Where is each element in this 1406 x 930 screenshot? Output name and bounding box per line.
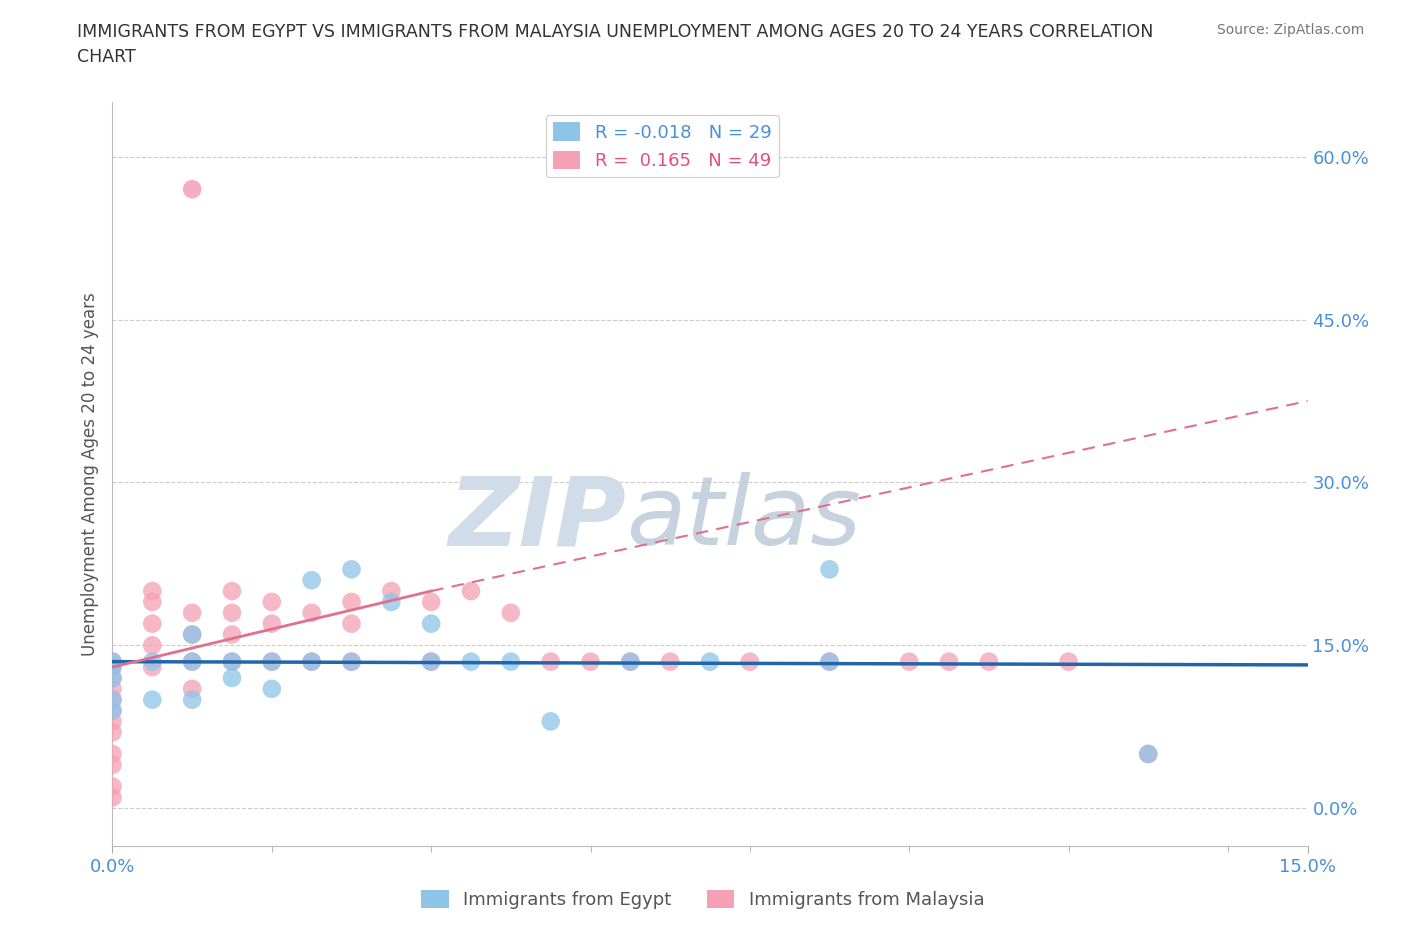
Point — [340, 654, 363, 669]
Point — [181, 654, 204, 669]
Point — [301, 654, 323, 669]
Point — [221, 584, 243, 599]
Point — [738, 654, 761, 669]
Point — [301, 573, 323, 588]
Point — [141, 692, 163, 707]
Point — [101, 654, 124, 669]
Point — [221, 605, 243, 620]
Point — [181, 627, 204, 642]
Point — [420, 617, 443, 631]
Point — [101, 790, 124, 804]
Point — [101, 671, 124, 685]
Point — [101, 724, 124, 739]
Point — [1137, 747, 1160, 762]
Point — [221, 671, 243, 685]
Point — [101, 671, 124, 685]
Text: atlas: atlas — [627, 472, 862, 565]
Point — [619, 654, 641, 669]
Point — [221, 654, 243, 669]
Point — [1137, 747, 1160, 762]
Point — [460, 584, 482, 599]
Point — [101, 692, 124, 707]
Point — [141, 654, 163, 669]
Point — [579, 654, 602, 669]
Point — [977, 654, 1000, 669]
Text: Source: ZipAtlas.com: Source: ZipAtlas.com — [1216, 23, 1364, 37]
Point — [181, 627, 204, 642]
Point — [141, 594, 163, 609]
Point — [301, 654, 323, 669]
Text: ZIP: ZIP — [449, 472, 627, 565]
Point — [141, 617, 163, 631]
Point — [141, 659, 163, 674]
Point — [101, 703, 124, 718]
Point — [420, 594, 443, 609]
Point — [101, 659, 124, 674]
Point — [101, 682, 124, 697]
Point — [181, 692, 204, 707]
Point — [499, 654, 522, 669]
Point — [619, 654, 641, 669]
Point — [818, 654, 841, 669]
Point — [420, 654, 443, 669]
Legend: R = -0.018   N = 29, R =  0.165   N = 49: R = -0.018 N = 29, R = 0.165 N = 49 — [546, 115, 779, 178]
Point — [340, 617, 363, 631]
Point — [898, 654, 921, 669]
Point — [181, 682, 204, 697]
Point — [260, 617, 283, 631]
Point — [101, 779, 124, 794]
Point — [260, 682, 283, 697]
Point — [181, 181, 204, 196]
Legend: Immigrants from Egypt, Immigrants from Malaysia: Immigrants from Egypt, Immigrants from M… — [415, 883, 991, 916]
Point — [260, 654, 283, 669]
Point — [460, 654, 482, 669]
Point — [101, 757, 124, 772]
Point — [340, 562, 363, 577]
Point — [301, 605, 323, 620]
Point — [101, 747, 124, 762]
Point — [101, 654, 124, 669]
Point — [659, 654, 682, 669]
Point — [540, 714, 562, 729]
Point — [221, 654, 243, 669]
Point — [101, 703, 124, 718]
Point — [141, 638, 163, 653]
Point — [420, 654, 443, 669]
Point — [101, 692, 124, 707]
Point — [499, 605, 522, 620]
Point — [181, 654, 204, 669]
Point — [938, 654, 960, 669]
Point — [141, 584, 163, 599]
Point — [818, 562, 841, 577]
Point — [181, 605, 204, 620]
Point — [1057, 654, 1080, 669]
Point — [818, 654, 841, 669]
Point — [221, 627, 243, 642]
Point — [260, 654, 283, 669]
Point — [380, 584, 402, 599]
Point — [101, 659, 124, 674]
Y-axis label: Unemployment Among Ages 20 to 24 years: Unemployment Among Ages 20 to 24 years — [80, 292, 98, 657]
Point — [101, 714, 124, 729]
Text: IMMIGRANTS FROM EGYPT VS IMMIGRANTS FROM MALAYSIA UNEMPLOYMENT AMONG AGES 20 TO : IMMIGRANTS FROM EGYPT VS IMMIGRANTS FROM… — [77, 23, 1154, 41]
Text: CHART: CHART — [77, 48, 136, 66]
Point — [540, 654, 562, 669]
Point — [699, 654, 721, 669]
Point — [380, 594, 402, 609]
Point — [260, 594, 283, 609]
Point — [340, 654, 363, 669]
Point — [340, 594, 363, 609]
